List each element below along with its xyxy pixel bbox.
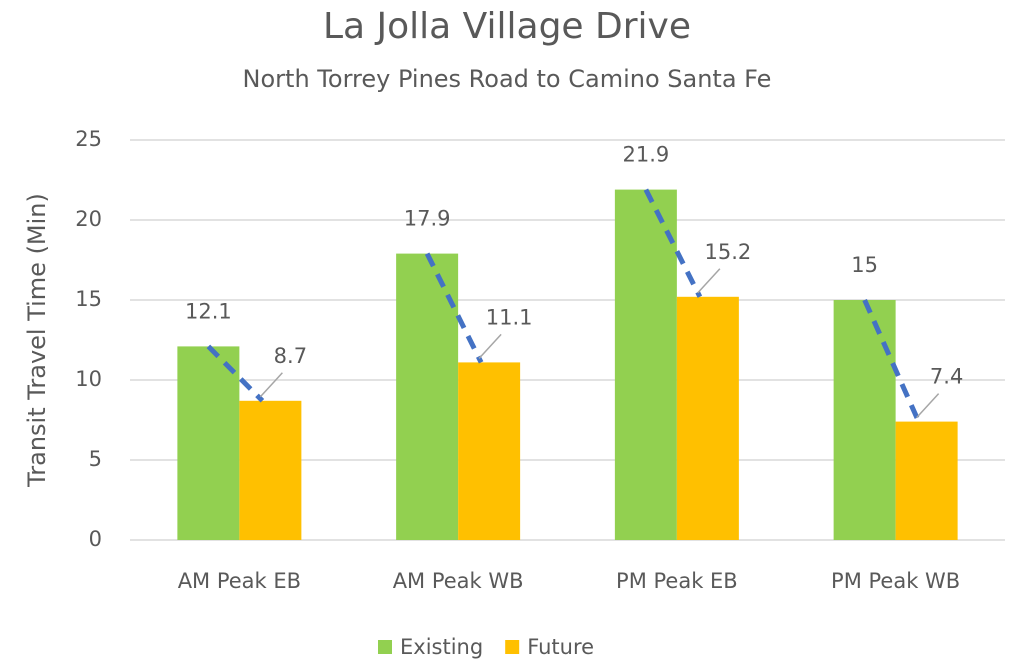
bar [239,400,302,540]
y-tick-label: 25 [75,127,102,151]
leader-line [697,268,721,294]
leader-line [478,333,502,359]
bar [676,296,739,540]
leader-line [259,372,283,398]
bar [458,362,521,540]
data-label: 7.4 [930,365,963,389]
y-tick-label: 10 [75,367,102,391]
bar [833,300,896,540]
data-label: 15 [851,253,878,277]
legend-swatch [505,640,520,654]
y-axis-label: Transit Travel Time (Min) [23,193,51,488]
data-label: 17.9 [404,207,451,231]
bar [396,253,459,540]
leader-line [916,393,940,419]
x-tick-label: AM Peak EB [178,569,301,593]
data-label: 8.7 [274,344,307,368]
y-tick-label: 15 [75,287,102,311]
y-tick-label: 0 [89,527,102,551]
legend-label: Existing [400,635,483,659]
y-tick-label: 20 [75,207,102,231]
legend-swatch [378,640,392,654]
y-tick-label: 5 [89,447,102,471]
trend-line [424,252,484,364]
legend-label: Future [527,635,594,659]
x-tick-label: PM Peak EB [616,569,738,593]
trend-line [206,344,265,403]
bar [895,421,958,540]
data-label: 11.1 [486,305,533,329]
x-tick-label: PM Peak WB [831,569,960,593]
x-tick-label: AM Peak WB [393,569,524,593]
data-label: 15.2 [704,240,751,264]
chart-subtitle: North Torrey Pines Road to Camino Santa … [243,65,772,93]
bar [614,189,677,540]
chart-title: La Jolla Village Drive [323,6,691,47]
bar [177,346,240,540]
data-label: 12.1 [185,299,232,323]
trend-line [643,188,703,298]
data-label: 21.9 [622,143,669,167]
